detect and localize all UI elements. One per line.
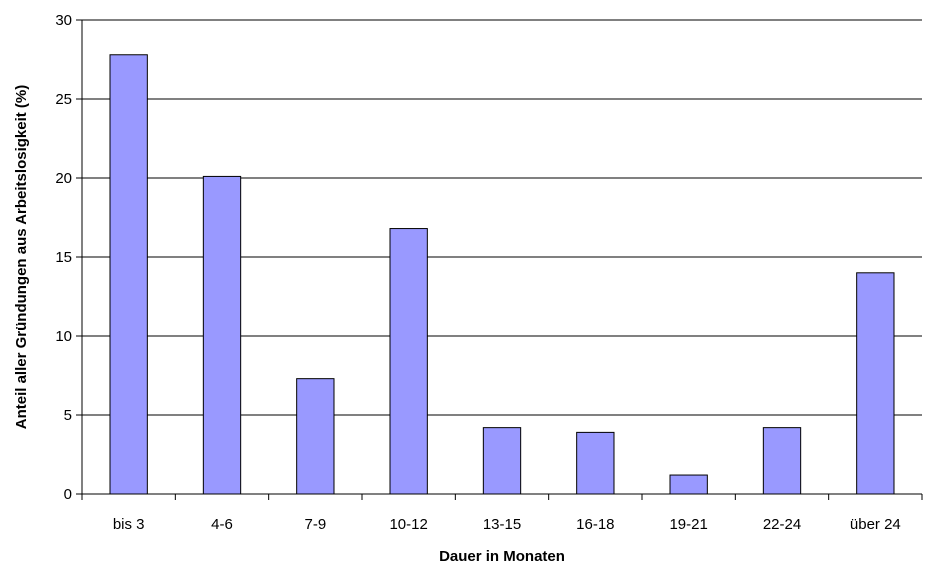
x-tick-label: 7-9 bbox=[304, 516, 326, 533]
y-tick-label: 5 bbox=[64, 407, 72, 424]
x-tick-label: 19-21 bbox=[669, 516, 707, 533]
y-tick-label: 10 bbox=[55, 328, 72, 345]
bar bbox=[856, 272, 895, 495]
x-tick-label: bis 3 bbox=[113, 516, 145, 533]
bars bbox=[109, 54, 895, 495]
bar bbox=[669, 474, 708, 495]
y-tick-labels: 0 5 10 15 20 25 30 bbox=[55, 12, 72, 503]
bar bbox=[202, 175, 242, 495]
bar bbox=[109, 54, 148, 495]
x-tick-label: 16-18 bbox=[576, 516, 614, 533]
y-tick-label: 0 bbox=[64, 486, 72, 503]
bar bbox=[576, 431, 615, 495]
bar bbox=[762, 427, 802, 495]
y-tick-label: 30 bbox=[55, 12, 72, 29]
x-tick-label: über 24 bbox=[850, 516, 901, 533]
x-tick-label: 10-12 bbox=[389, 516, 427, 533]
y-axis-title: Anteil aller Gründungen aus Arbeitslosig… bbox=[13, 85, 30, 430]
x-tick-labels: bis 3 4-6 7-9 10-12 13-15 16-18 19-21 22-24 über… bbox=[113, 516, 901, 533]
y-tick-label: 15 bbox=[55, 249, 72, 266]
y-tick-label: 25 bbox=[55, 91, 72, 108]
bar bbox=[296, 378, 335, 495]
bar bbox=[389, 228, 428, 495]
x-tick-label: 4-6 bbox=[211, 516, 233, 533]
bar bbox=[482, 427, 522, 495]
y-tick-label: 20 bbox=[55, 170, 72, 187]
x-tick-label: 13-15 bbox=[483, 516, 521, 533]
axes bbox=[76, 19, 923, 500]
x-axis-title: Dauer in Monaten bbox=[439, 548, 565, 565]
x-tick-label: 22-24 bbox=[763, 516, 801, 533]
